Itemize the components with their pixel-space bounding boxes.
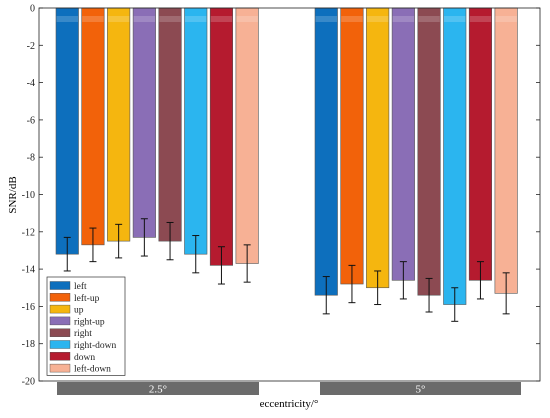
bar-left-down-0 (235, 7, 259, 264)
bar-band-down-1 (469, 16, 492, 22)
bar-left-up-1 (340, 7, 364, 285)
legend-swatch-left (49, 281, 71, 290)
bar-right-down-1 (443, 7, 467, 305)
bar-band-down-0 (210, 16, 233, 22)
bar-down-1 (468, 7, 493, 281)
bar-left-up-0 (81, 7, 105, 246)
bar-band-right-1 (418, 16, 440, 22)
bar-band-left-0 (56, 16, 78, 22)
y-tick-label: -8 (27, 153, 35, 164)
bar-band-right-down-0 (185, 16, 207, 22)
legend-label-left: left (74, 281, 87, 292)
legend-label-right-up: right-up (74, 317, 105, 327)
bar-right-1 (417, 7, 441, 296)
bar-band-left-down-0 (236, 16, 258, 22)
bar-band-left-up-0 (82, 16, 104, 22)
bar-right-up-1 (391, 7, 415, 281)
legend-label-right-down: right-down (74, 341, 116, 351)
legend-swatch-down (49, 352, 71, 361)
bars-layer (55, 7, 518, 305)
y-tick-label: -2 (27, 41, 35, 52)
y-tick-label: -18 (22, 339, 35, 350)
bar-band-up-0 (107, 16, 130, 22)
legend-swatch-right (49, 328, 71, 337)
y-tick-label: -4 (27, 78, 35, 89)
legend-label-left-down: left-down (74, 364, 111, 375)
legend-swatch-left-down (49, 363, 71, 373)
legend-swatch-right-down (49, 340, 71, 349)
bar-right-down-0 (184, 7, 208, 255)
legend-swatch-right-up (49, 316, 71, 326)
bar-band-right-down-1 (444, 16, 466, 22)
y-tick-label: -6 (27, 115, 35, 126)
category-label-1: 5° (416, 384, 426, 396)
bar-band-left-down-1 (495, 16, 517, 22)
bar-right-up-0 (132, 7, 156, 238)
category-labels: 2.5° 5° (57, 382, 521, 396)
y-tick-label: 0 (30, 4, 35, 15)
x-axis-label: eccentricity/° (260, 398, 319, 410)
category-label-0: 2.5° (149, 384, 167, 396)
axes-layer: 0 -2 -4 -6 -8 -10 -12 -14 -16 -18 -20 (22, 4, 541, 388)
y-tick-label: -14 (22, 265, 35, 276)
bar-left-down-1 (494, 7, 518, 294)
category-bar-0 (57, 382, 259, 395)
bar-band-right-up-0 (133, 16, 156, 22)
bar-band-left-up-1 (341, 16, 363, 22)
bar-right-0 (158, 7, 182, 242)
errorbars-layer (63, 218, 510, 322)
y-tick-label: -20 (22, 377, 35, 388)
bar-band-right-up-1 (392, 16, 415, 22)
legend-label-up: up (74, 306, 84, 316)
legend-label-left-up: left-up (74, 293, 100, 304)
y-tick-label: -16 (22, 302, 35, 313)
bar-band-left-1 (315, 16, 337, 22)
bar-down-0 (209, 7, 233, 266)
bar-band-right-0 (159, 16, 181, 22)
bar-up-1 (366, 7, 390, 289)
bar-left-0 (55, 7, 79, 255)
legend-swatch-left-up (49, 293, 71, 302)
y-tick-label: -10 (22, 190, 35, 201)
category-bar-1 (320, 382, 521, 395)
legend-label-down: down (74, 353, 95, 363)
bar-left-1 (314, 7, 338, 296)
y-axis-label: SNR/dB (7, 176, 19, 213)
bar-band-up-1 (366, 16, 389, 22)
y-tick-label: -12 (22, 227, 35, 238)
legend-swatch-up (49, 304, 71, 314)
legend-label-right: right (74, 329, 92, 339)
bar-up-0 (107, 7, 131, 242)
